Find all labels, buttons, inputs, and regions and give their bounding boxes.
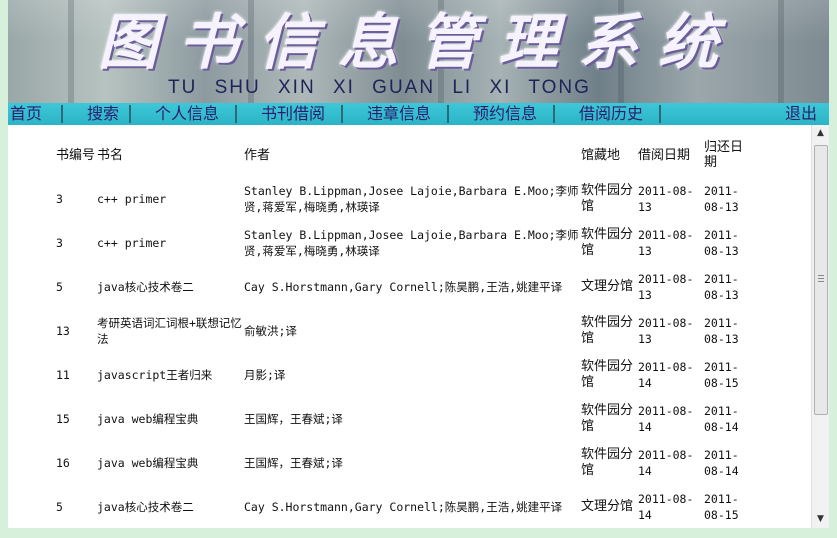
cell-borrow-date: 2011-08-14 [638, 360, 694, 390]
cell-borrow-date: 2011-08-13 [638, 316, 694, 346]
thumb-grip [818, 275, 824, 276]
cell-return-date: 2011-08-15 [704, 360, 739, 390]
cell-return-date: 2011-08-13 [704, 228, 739, 258]
nav-separator [61, 105, 63, 123]
cell-return-date: 2011-08-14 [704, 404, 739, 434]
cell-library: 软件园分馆 [581, 359, 634, 390]
cell-borrow-date: 2011-08-13 [638, 228, 694, 258]
cell-borrow-date: 2011-08-13 [638, 272, 694, 302]
table-row: 11 javascript王者归来 月影;译 软件园分馆 2011-08-14 2011-… [56, 353, 754, 397]
cell-library: 软件园分馆 [581, 403, 634, 434]
cell-author: 月影;译 [244, 368, 286, 382]
cell-author: 王国辉，王春斌;译 [244, 412, 343, 426]
cell-book-id: 13 [56, 324, 70, 338]
cell-title: 考研英语词汇词根+联想记忆法 [97, 316, 242, 346]
cell-book-id: 3 [56, 192, 63, 206]
table-row: 15 java web编程宝典 王国辉，王春斌;译 软件园分馆 2011-08-14 20… [56, 397, 754, 441]
cell-book-id: 3 [56, 236, 63, 250]
nav-profile[interactable]: 个人信息 [155, 104, 220, 123]
nav-reservations[interactable]: 预约信息 [473, 104, 538, 123]
banner-decoration [618, 0, 624, 103]
nav-separator [235, 105, 237, 123]
cell-library: 文理分馆 [581, 279, 634, 294]
thumb-grip [818, 278, 824, 279]
nav-separator [341, 105, 343, 123]
cell-author: Cay S.Horstmann,Gary Cornell;陈昊鹏,王浩,姚建平译 [244, 500, 563, 514]
cell-book-id: 5 [56, 500, 63, 514]
scroll-down-icon[interactable]: ▼ [812, 511, 829, 528]
nav-violations[interactable]: 违章信息 [367, 104, 432, 123]
table-row: 5 java核心技术卷二 Cay S.Horstmann,Gary Cornell;… [56, 265, 754, 309]
nav-separator [447, 105, 449, 123]
cell-author: 王国辉，王春斌;译 [244, 456, 343, 470]
cell-library: 软件园分馆 [581, 227, 634, 258]
table-header-row: 书编号 书名 作者 馆藏地 借阅日期 归还日期 [56, 133, 754, 177]
header-library: 馆藏地 [581, 147, 621, 163]
cell-title: java核心技术卷二 [97, 280, 194, 294]
cell-borrow-date: 2011-08-13 [638, 184, 694, 214]
table-row: 5 java核心技术卷二 Cay S.Horstmann,Gary Cornell;… [56, 485, 754, 528]
cell-author: Stanley B.Lippman,Josee Lajoie,Barbara E… [244, 228, 579, 258]
main-nav: 首页 搜索 个人信息 书刊借阅 违章信息 预约信息 借阅历史 退出 [8, 103, 829, 125]
header-title: 书名 [97, 147, 124, 163]
cell-title: java核心技术卷二 [97, 500, 194, 514]
cell-title: c++ primer [97, 192, 167, 206]
header-book-id: 书编号 [56, 147, 96, 163]
cell-return-date: 2011-08-14 [704, 448, 739, 478]
nav-borrow[interactable]: 书刊借阅 [261, 104, 326, 123]
system-title: 图书信息管理系统 [98, 8, 738, 78]
scroll-up-icon[interactable]: ▲ [812, 125, 829, 142]
header-banner: 图书信息管理系统 TU SHU XIN XI GUAN LI XI TONG [8, 0, 829, 103]
cell-book-id: 5 [56, 280, 63, 294]
cell-return-date: 2011-08-13 [704, 184, 739, 214]
cell-title: javascript王者归来 [97, 368, 213, 382]
nav-search[interactable]: 搜索 [87, 104, 120, 123]
table-row: 3 c++ primer Stanley B.Lippman,Josee Lajoi… [56, 221, 754, 265]
nav-separator [553, 105, 555, 123]
banner-decoration [438, 0, 444, 103]
cell-title: c++ primer [97, 236, 167, 250]
cell-author: Stanley B.Lippman,Josee Lajoie,Barbara E… [244, 184, 579, 214]
cell-book-id: 15 [56, 412, 70, 426]
vertical-scrollbar[interactable]: ▲ ▼ [811, 125, 829, 528]
cell-title: java web编程宝典 [97, 456, 199, 470]
cell-library: 文理分馆 [581, 499, 634, 514]
cell-library: 软件园分馆 [581, 447, 634, 478]
system-title-pinyin: TU SHU XIN XI GUAN LI XI TONG [168, 77, 591, 98]
table-row: 13 考研英语词汇词根+联想记忆法 俞敏洪;译 软件园分馆 2011-08-13 2011… [56, 309, 754, 353]
header-return-date: 归还日期 [704, 140, 744, 170]
nav-separator [659, 105, 661, 123]
cell-borrow-date: 2011-08-14 [638, 404, 694, 434]
cell-borrow-date: 2011-08-14 [638, 492, 694, 522]
nav-history[interactable]: 借阅历史 [579, 104, 644, 123]
table-row: 16 java web编程宝典 王国辉，王春斌;译 软件园分馆 2011-08-14 20… [56, 441, 754, 485]
cell-return-date: 2011-08-13 [704, 272, 739, 302]
cell-return-date: 2011-08-15 [704, 492, 739, 522]
thumb-grip [818, 281, 824, 282]
table-row: 3 c++ primer Stanley B.Lippman,Josee Lajoi… [56, 177, 754, 221]
scroll-thumb[interactable] [814, 145, 828, 415]
banner-decoration [68, 0, 74, 103]
cell-borrow-date: 2011-08-14 [638, 448, 694, 478]
banner-decoration [248, 0, 254, 103]
nav-separator [129, 105, 131, 123]
cell-book-id: 16 [56, 456, 70, 470]
nav-home[interactable]: 首页 [10, 104, 43, 123]
cell-author: 俞敏洪;译 [244, 324, 297, 338]
borrow-history-panel: 书编号 书名 作者 馆藏地 借阅日期 归还日期 3 c++ primer Stanl… [8, 125, 829, 528]
cell-library: 软件园分馆 [581, 183, 634, 214]
cell-library: 软件园分馆 [581, 315, 634, 346]
cell-return-date: 2011-08-13 [704, 316, 739, 346]
header-author: 作者 [244, 147, 271, 163]
nav-logout[interactable]: 退出 [785, 104, 818, 123]
cell-book-id: 11 [56, 368, 70, 382]
cell-title: java web编程宝典 [97, 412, 199, 426]
borrow-history-table: 书编号 书名 作者 馆藏地 借阅日期 归还日期 3 c++ primer Stanl… [56, 133, 754, 528]
header-borrow-date: 借阅日期 [638, 147, 691, 163]
cell-author: Cay S.Horstmann,Gary Cornell;陈昊鹏,王浩,姚建平译 [244, 280, 563, 294]
banner-decoration [778, 0, 784, 103]
